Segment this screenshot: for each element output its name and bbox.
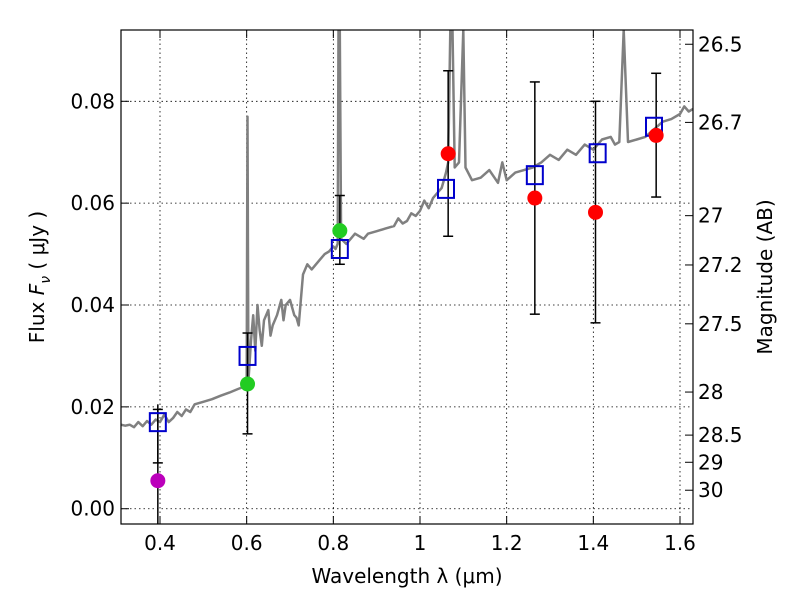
magnitude-tick-label: 27.5 [698, 312, 743, 336]
observed-photometry-point [240, 376, 256, 392]
sed-layer [121, 30, 693, 429]
magnitude-tick-label: 29 [698, 450, 723, 474]
model-photometry-square [525, 165, 544, 186]
observed-photometry-point [588, 204, 603, 220]
magnitude-tick-label: 26.5 [698, 32, 743, 56]
y-axis-label-subscript: ν [38, 276, 54, 284]
magnitude-tick-label: 27 [698, 204, 723, 228]
y-axis-label-unit: ( μJy ) [25, 211, 49, 276]
model-photometry-square [238, 345, 257, 366]
model-photometry-layer [148, 116, 663, 433]
y-axis-label: Flux Fν ( μJy ) [25, 211, 54, 343]
x-tick-label: 1.4 [577, 531, 609, 555]
error-bar-layer [152, 69, 662, 524]
observed-photometry-point [440, 146, 456, 162]
observed-photometry-point [150, 473, 166, 489]
observed-photometry-point [332, 223, 348, 239]
model-photometry-square [437, 178, 455, 199]
magnitude-tick-label: 30 [698, 478, 723, 502]
y-axis-ticks: 0.00 0.02 0.04 0.06 0.08 [70, 89, 129, 521]
y-tick-label: 0.04 [70, 293, 115, 317]
x-tick-label: 0.8 [317, 531, 349, 555]
model-sed-line [121, 30, 693, 429]
y-axis-label-prefix: Flux [25, 295, 49, 343]
observed-photometry-point [648, 127, 664, 143]
x-tick-label: 0.4 [144, 531, 176, 555]
magnitude-tick-label: 27.2 [698, 253, 743, 277]
x-axis-label: Wavelength λ (μm) [311, 564, 502, 588]
x-tick-label: 1.2 [491, 531, 523, 555]
model-photometry-square [330, 238, 349, 259]
magnitude-axis-ticks: 26.5 26.7 27 27.2 27.5 28 28.5 29 30 [685, 32, 743, 502]
observed-photometry-layer [150, 127, 664, 489]
magnitude-tick-label: 28.5 [698, 423, 743, 447]
x-axis-ticks: 0.4 0.6 0.8 1 1.2 1.4 1.6 [144, 30, 696, 555]
y-tick-label: 0.02 [70, 395, 115, 419]
y-axis-label-symbol: F [25, 283, 49, 295]
x-tick-label: 0.6 [231, 531, 263, 555]
x-tick-label: 1 [414, 531, 427, 555]
y-tick-label: 0.08 [70, 89, 115, 113]
y-tick-label: 0.00 [70, 497, 115, 521]
observed-photometry-point [527, 190, 543, 206]
right-axis-label: Magnitude (AB) [753, 199, 777, 354]
y-tick-label: 0.06 [70, 191, 115, 215]
x-tick-label: 1.6 [664, 531, 696, 555]
magnitude-tick-label: 26.7 [698, 110, 743, 134]
grid-lines [121, 30, 693, 524]
model-photometry-square [148, 412, 167, 433]
plot-frame [120, 29, 694, 525]
model-photometry-square [588, 143, 607, 164]
magnitude-tick-label: 28 [698, 380, 723, 404]
